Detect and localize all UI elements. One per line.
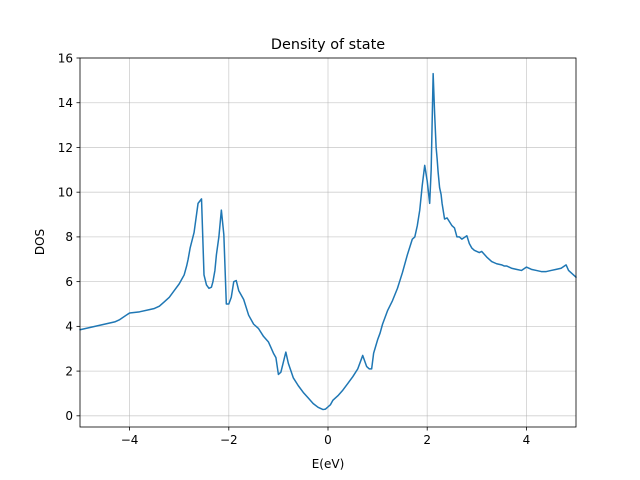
y-tick-label: 14 — [58, 96, 73, 110]
y-tick-label: 8 — [65, 230, 73, 244]
y-tick-label: 16 — [58, 51, 73, 65]
y-tick-label: 2 — [65, 364, 73, 378]
x-tick-label: −4 — [121, 433, 139, 447]
series-layer — [79, 72, 577, 411]
y-tick-label: 6 — [65, 275, 73, 289]
x-tick-label: 0 — [324, 433, 332, 447]
y-axis: 0 2 4 6 8 10 12 14 16 — [58, 51, 80, 423]
y-tick-label: 4 — [65, 320, 73, 334]
chart-title: Density of state — [271, 37, 385, 53]
y-axis-title: DOS — [33, 229, 47, 255]
y-tick-label: 0 — [65, 409, 73, 423]
x-tick-label: 2 — [423, 433, 431, 447]
x-axis-title: E(eV) — [312, 457, 345, 471]
x-tick-label: −2 — [220, 433, 238, 447]
x-axis: −4 −2 0 2 4 — [121, 427, 530, 447]
dos-series-line — [79, 72, 577, 411]
y-tick-label: 12 — [58, 141, 73, 155]
x-tick-label: 4 — [523, 433, 531, 447]
y-tick-label: 10 — [58, 185, 73, 199]
